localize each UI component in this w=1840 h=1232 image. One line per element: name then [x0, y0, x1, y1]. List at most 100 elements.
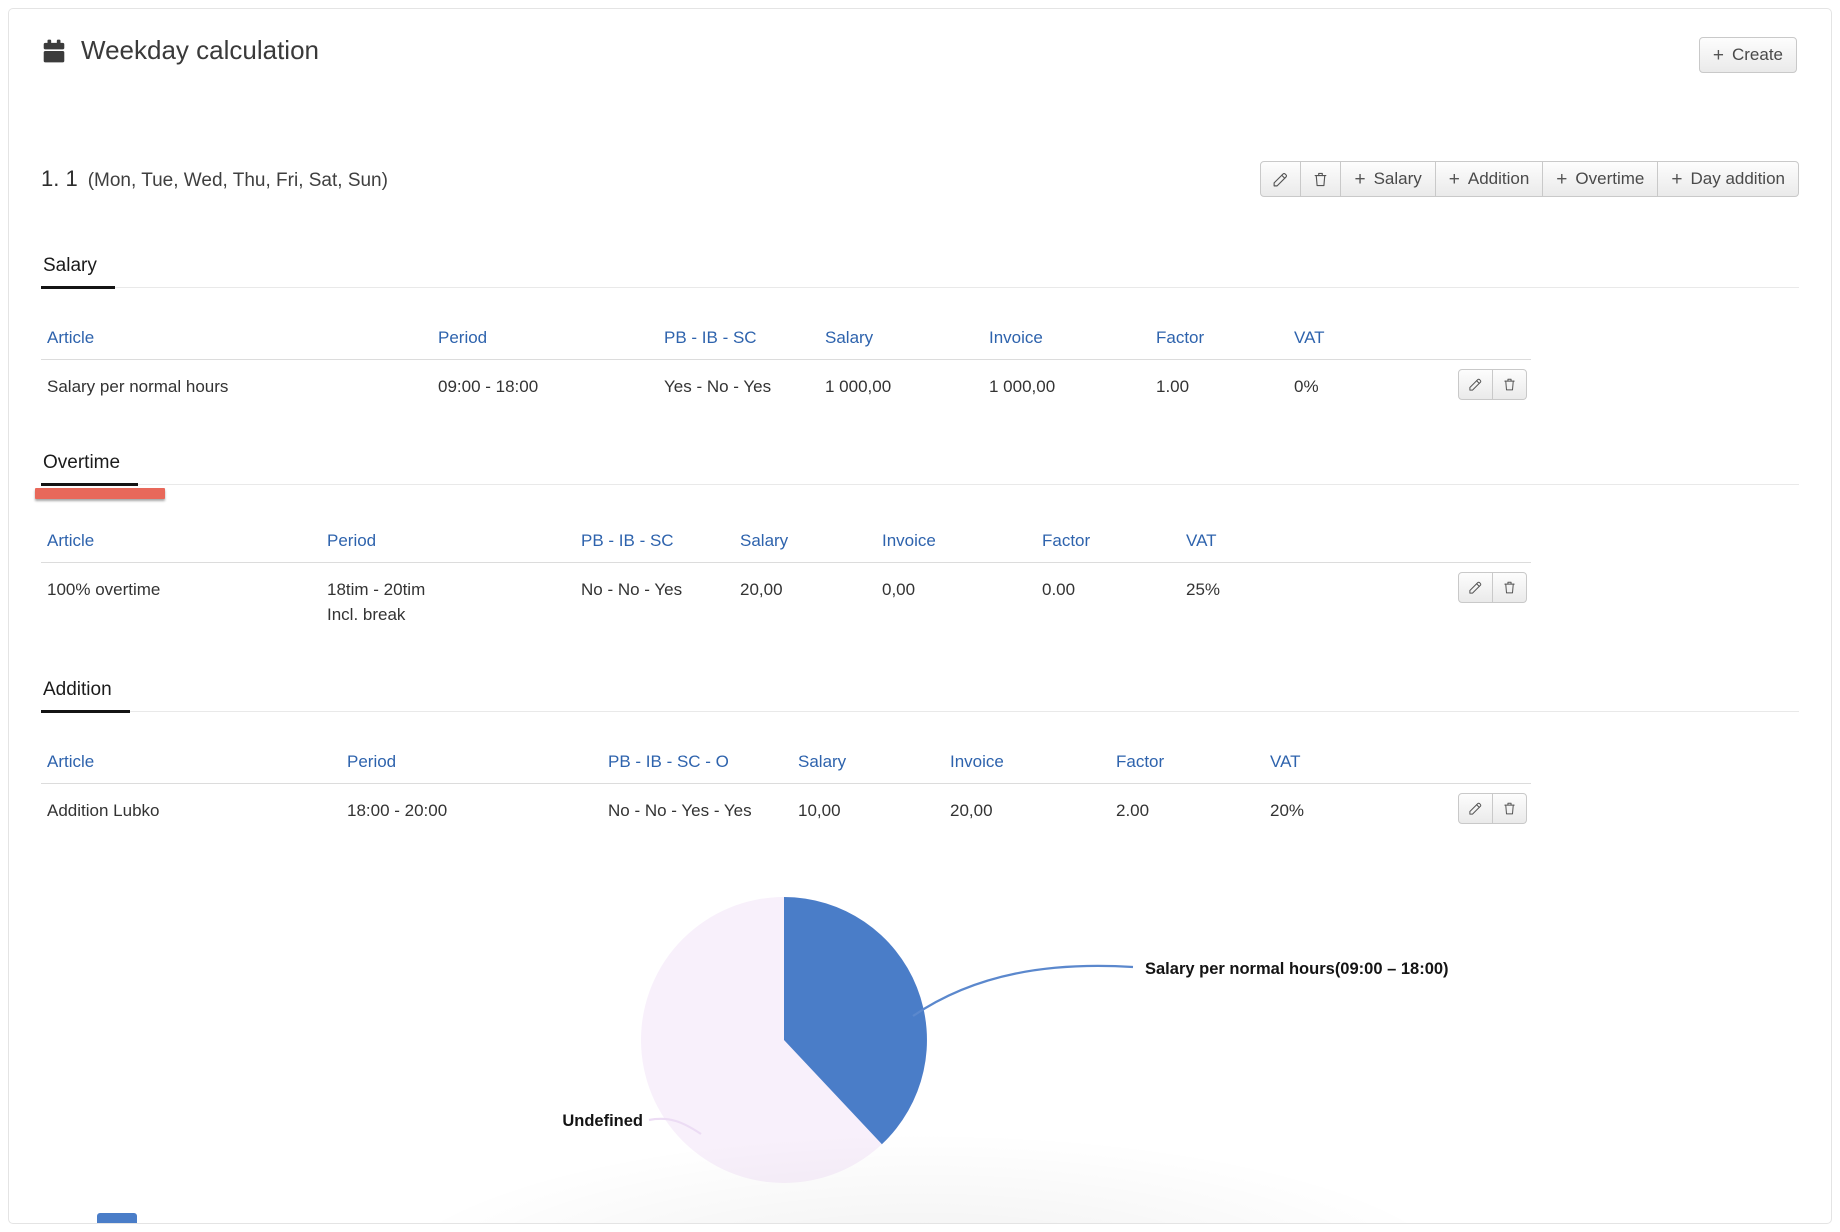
cell-invoice: 0,00 — [882, 580, 916, 599]
cell-period: 18tim - 20tim Incl. break — [321, 563, 575, 633]
column-header-factor[interactable]: Factor — [1150, 328, 1288, 360]
cell-pb-ib-sc: Yes - No - Yes — [664, 377, 772, 396]
column-header-pb-ib-sc[interactable]: PB - IB - SC — [575, 531, 734, 563]
red-highlight-marker — [35, 488, 165, 499]
pie-label-undefined: Undefined — [562, 1112, 643, 1130]
column-header-period[interactable]: Period — [341, 752, 602, 785]
column-header-invoice[interactable]: Invoice — [876, 531, 1036, 563]
section-overtime-header: Overtime — [41, 452, 1799, 486]
add-day-addition-button[interactable]: + Day addition — [1657, 161, 1799, 197]
cell-pb-ib-sc: No - No - Yes — [581, 580, 683, 599]
cell-salary: 1 000,00 — [825, 377, 892, 396]
weekday-calculation-card: Weekday calculation + Create 1. 1 (Mon, … — [8, 8, 1832, 1224]
column-header-article[interactable]: Article — [41, 752, 341, 785]
plus-icon: + — [1671, 168, 1683, 190]
pencil-icon — [1469, 581, 1482, 594]
delete-row-button[interactable] — [1492, 369, 1527, 400]
cell-period: 18:00 - 20:00 — [347, 801, 448, 821]
column-header-actions — [1380, 531, 1531, 563]
trash-icon — [1504, 378, 1515, 391]
add-addition-button[interactable]: + Addition — [1434, 161, 1544, 197]
edit-row-button[interactable] — [1458, 369, 1493, 400]
column-header-pb-ib-sc[interactable]: PB - IB - SC — [658, 328, 819, 360]
cell-period-note: Incl. break — [327, 604, 406, 624]
column-header-article[interactable]: Article — [41, 531, 321, 563]
pencil-icon — [1469, 803, 1482, 815]
callout-line-salary — [912, 965, 1134, 1018]
add-salary-label: Salary — [1373, 169, 1422, 188]
cell-invoice: 20,00 — [950, 801, 993, 821]
cell-invoice: 1 000,00 — [989, 377, 1056, 396]
row-actions — [1435, 360, 1531, 406]
section-addition: Addition Article Period PB - IB - SC - O… — [41, 679, 1799, 830]
cell-pb-ib-sc-o: No - No - Yes - Yes — [608, 801, 752, 821]
column-header-vat[interactable]: VAT — [1264, 752, 1444, 785]
section-salary-header: Salary — [41, 255, 1799, 289]
group-title: 1. 1 (Mon, Tue, Wed, Thu, Fri, Sat, Sun) — [41, 166, 388, 192]
cell-factor: 0.00 — [1042, 580, 1076, 599]
column-header-actions — [1444, 752, 1531, 785]
page-title-text: Weekday calculation — [81, 35, 319, 65]
plus-icon: + — [1712, 44, 1724, 66]
column-header-invoice[interactable]: Invoice — [944, 752, 1110, 785]
cell-period: 09:00 - 18:00 — [438, 377, 539, 396]
salary-table: Article Period PB - IB - SC Salary Invoi… — [41, 328, 1531, 406]
column-header-period[interactable]: Period — [321, 531, 575, 563]
column-header-salary[interactable]: Salary — [792, 752, 944, 785]
group-header: 1. 1 (Mon, Tue, Wed, Thu, Fri, Sat, Sun) — [41, 159, 1799, 199]
plus-icon: + — [1354, 168, 1366, 190]
cell-article: 100% overtime — [47, 580, 161, 599]
cell-vat: 0% — [1294, 377, 1319, 396]
add-day-addition-label: Day addition — [1690, 169, 1785, 188]
add-addition-label: Addition — [1467, 169, 1530, 188]
section-overtime: Overtime Article Period PB - IB - SC Sal… — [35, 452, 1799, 633]
pie-label-salary: Salary per normal hours(09:00 – 18:00) — [1145, 960, 1449, 978]
column-header-invoice[interactable]: Invoice — [983, 328, 1150, 360]
pencil-icon — [1274, 172, 1288, 186]
overtime-table: Article Period PB - IB - SC Salary Invoi… — [41, 531, 1531, 633]
cell-factor: 1.00 — [1156, 377, 1190, 396]
edit-group-button[interactable] — [1260, 161, 1302, 197]
column-header-salary[interactable]: Salary — [819, 328, 983, 360]
row-actions — [1380, 563, 1531, 633]
pie-chart: Salary per normal hours(09:00 – 18:00) U… — [41, 888, 1541, 1198]
section-salary-title: Salary — [41, 255, 115, 289]
column-header-pb-ib-sc-o[interactable]: PB - IB - SC - O — [602, 752, 792, 785]
calendar-icon — [43, 39, 65, 62]
trash-icon — [1315, 172, 1327, 186]
group-number: 1. 1 — [41, 166, 78, 191]
cell-salary: 20,00 — [740, 580, 783, 599]
section-overtime-title: Overtime — [41, 452, 139, 486]
column-header-factor[interactable]: Factor — [1036, 531, 1180, 563]
create-button-label: Create — [1731, 45, 1783, 64]
cell-vat: 20% — [1270, 801, 1305, 821]
column-header-factor[interactable]: Factor — [1110, 752, 1264, 785]
column-header-salary[interactable]: Salary — [734, 531, 876, 563]
column-header-vat[interactable]: VAT — [1180, 531, 1380, 563]
create-button[interactable]: + Create — [1698, 37, 1797, 73]
group-days: (Mon, Tue, Wed, Thu, Fri, Sat, Sun) — [87, 170, 388, 191]
section-addition-title: Addition — [41, 679, 130, 714]
cell-article: Addition Lubko — [47, 801, 160, 821]
cell-vat: 25% — [1186, 580, 1221, 599]
group-toolbar: + Salary + Addition + Overtime + Day add… — [1260, 161, 1799, 197]
delete-group-button[interactable] — [1300, 161, 1342, 197]
page-title: Weekday calculation — [41, 35, 1799, 66]
add-overtime-button[interactable]: + Overtime — [1542, 161, 1659, 197]
plus-icon: + — [1448, 168, 1460, 190]
add-salary-button[interactable]: + Salary — [1340, 161, 1436, 197]
delete-row-button[interactable] — [1492, 572, 1527, 603]
pie-slice-salary[interactable] — [784, 897, 927, 1145]
edit-row-button[interactable] — [1458, 793, 1493, 825]
column-header-vat[interactable]: VAT — [1288, 328, 1435, 360]
section-salary: Salary Article Period PB - IB - SC Salar… — [41, 255, 1799, 406]
column-header-period[interactable]: Period — [432, 328, 658, 360]
row-actions — [1444, 784, 1531, 830]
delete-row-button[interactable] — [1492, 793, 1527, 825]
column-header-article[interactable]: Article — [41, 328, 432, 360]
section-addition-header: Addition — [41, 679, 1799, 714]
edit-row-button[interactable] — [1458, 572, 1493, 603]
addition-table: Article Period PB - IB - SC - O Salary I… — [41, 752, 1531, 830]
pencil-icon — [1469, 378, 1482, 391]
cell-factor: 2.00 — [1116, 801, 1150, 821]
